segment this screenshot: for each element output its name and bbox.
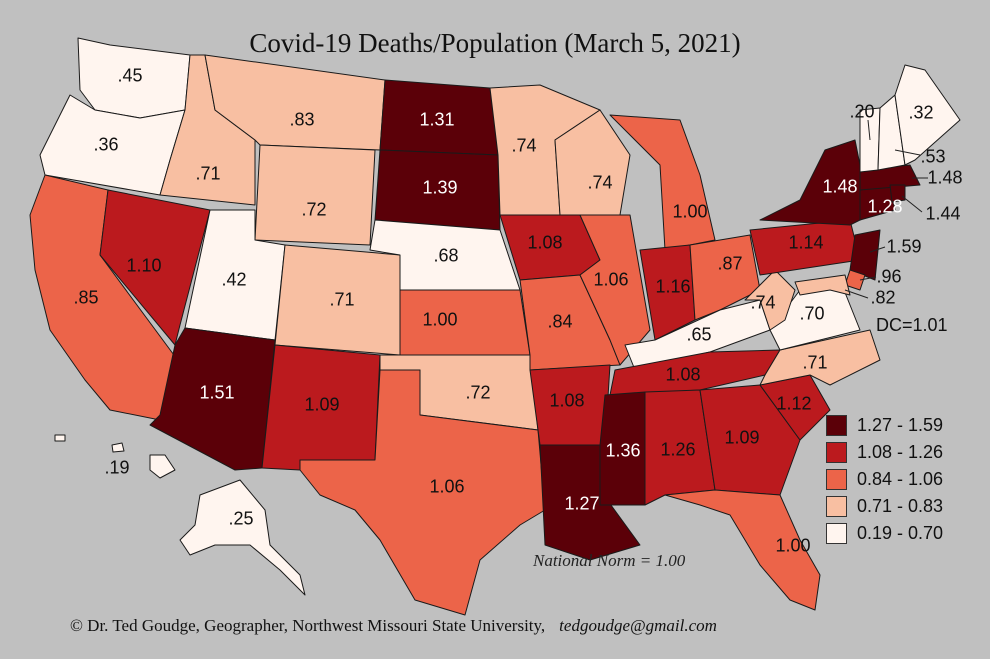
- legend-swatch: [826, 415, 847, 436]
- legend-label: 0.71 - 0.83: [857, 496, 944, 516]
- state-KS: [399, 289, 531, 356]
- legend-row: 0.84 - 1.06: [826, 466, 943, 493]
- state-VA: [769, 279, 861, 351]
- label-HI: .19: [104, 457, 130, 478]
- label-AR: 1.08: [549, 390, 585, 411]
- state-FL: [664, 489, 821, 611]
- label-TX: 1.06: [429, 476, 465, 497]
- label-VA: .70: [799, 303, 825, 324]
- label-MI: 1.00: [672, 201, 708, 222]
- legend-label: 0.84 - 1.06: [857, 469, 944, 489]
- dc-label: DC=1.01: [876, 315, 948, 335]
- label-NE: .68: [433, 245, 459, 266]
- label-SC: 1.12: [776, 393, 812, 414]
- label-IA: 1.08: [527, 232, 563, 253]
- label-KY: .65: [686, 324, 712, 345]
- label-OK: .72: [465, 382, 491, 403]
- label-MS: 1.36: [605, 440, 641, 461]
- label-IL: 1.06: [593, 269, 629, 290]
- label-ME: .32: [908, 102, 934, 123]
- label-WI: .74: [587, 172, 613, 193]
- legend-row: 0.19 - 0.70: [826, 520, 943, 547]
- state-HI: [149, 454, 176, 479]
- legend-row: 1.08 - 1.26: [826, 439, 943, 466]
- state-MI: [609, 114, 716, 251]
- label-NH: .53: [920, 146, 946, 167]
- credit-line: © Dr. Ted Goudge, Geographer, Northwest …: [70, 616, 717, 636]
- legend-swatch: [826, 496, 847, 517]
- label-ID: .71: [195, 163, 221, 184]
- legend-row: 0.71 - 0.83: [826, 493, 943, 520]
- state-ME: [894, 64, 961, 166]
- state-TX: [299, 369, 546, 616]
- state-MS: [599, 391, 646, 506]
- state-NV: [99, 189, 211, 346]
- national-norm: National Norm = 1.00: [533, 551, 686, 570]
- label-WA: .45: [117, 65, 143, 86]
- label-NV: 1.10: [126, 255, 162, 276]
- label-AK: .25: [228, 508, 254, 529]
- state-GA: [699, 384, 801, 496]
- legend-swatch: [826, 469, 847, 490]
- label-FL: 1.00: [775, 535, 811, 556]
- state-IL: [579, 214, 651, 366]
- state-HI-islet-2: [111, 442, 125, 453]
- label-LA: 1.27: [564, 493, 600, 514]
- label-ND: 1.31: [419, 109, 455, 130]
- label-AL: 1.26: [660, 439, 696, 460]
- label-IN: 1.16: [655, 276, 691, 297]
- credit-text: © Dr. Ted Goudge, Geographer, Northwest …: [70, 616, 546, 635]
- label-WV: .74: [750, 292, 776, 313]
- legend-row: 1.27 - 1.59: [826, 412, 943, 439]
- label-MN: .74: [511, 135, 537, 156]
- label-CA: .85: [73, 287, 99, 308]
- legend-label: 1.27 - 1.59: [857, 415, 944, 435]
- label-NY: 1.48: [822, 176, 858, 197]
- label-PA: 1.14: [788, 232, 824, 253]
- label-WY: .72: [301, 199, 327, 220]
- label-VT: .20: [849, 101, 875, 122]
- label-MT: .83: [289, 109, 315, 130]
- label-NC: .71: [802, 352, 828, 373]
- state-WI: [554, 109, 631, 216]
- label-DE: .96: [876, 266, 902, 287]
- state-WY: [254, 144, 376, 246]
- label-TN: 1.08: [665, 364, 701, 385]
- legend: 1.27 - 1.59 1.08 - 1.26 0.84 - 1.06 0.71 - …: [826, 412, 943, 547]
- label-RI: 1.44: [925, 203, 961, 224]
- label-NJ: 1.59: [886, 236, 922, 257]
- label-AZ: 1.51: [199, 382, 235, 403]
- state-HI-islands: [54, 434, 66, 442]
- label-MO: .84: [547, 311, 573, 332]
- credit-email: tedgoudge@gmail.com: [559, 616, 717, 635]
- label-GA: 1.09: [724, 427, 760, 448]
- label-SD: 1.39: [422, 177, 458, 198]
- label-KS: 1.00: [422, 309, 458, 330]
- label-NM: 1.09: [304, 394, 340, 415]
- label-MA: 1.48: [927, 167, 963, 188]
- state-OH: [689, 234, 761, 321]
- legend-swatch: [826, 442, 847, 463]
- label-CO: .71: [329, 289, 355, 310]
- label-OH: .87: [717, 253, 743, 274]
- legend-swatch: [826, 523, 847, 544]
- state-MD: [794, 274, 851, 296]
- label-UT: .42: [221, 269, 247, 290]
- map-title: Covid-19 Deaths/Population (March 5, 202…: [249, 28, 741, 58]
- label-CT: 1.28: [867, 196, 903, 217]
- state-AK: [179, 479, 306, 596]
- legend-label: 0.19 - 0.70: [857, 523, 944, 543]
- state-NY: [759, 139, 871, 226]
- label-MD: .82: [870, 287, 896, 308]
- legend-label: 1.08 - 1.26: [857, 442, 944, 462]
- label-OR: .36: [93, 134, 119, 155]
